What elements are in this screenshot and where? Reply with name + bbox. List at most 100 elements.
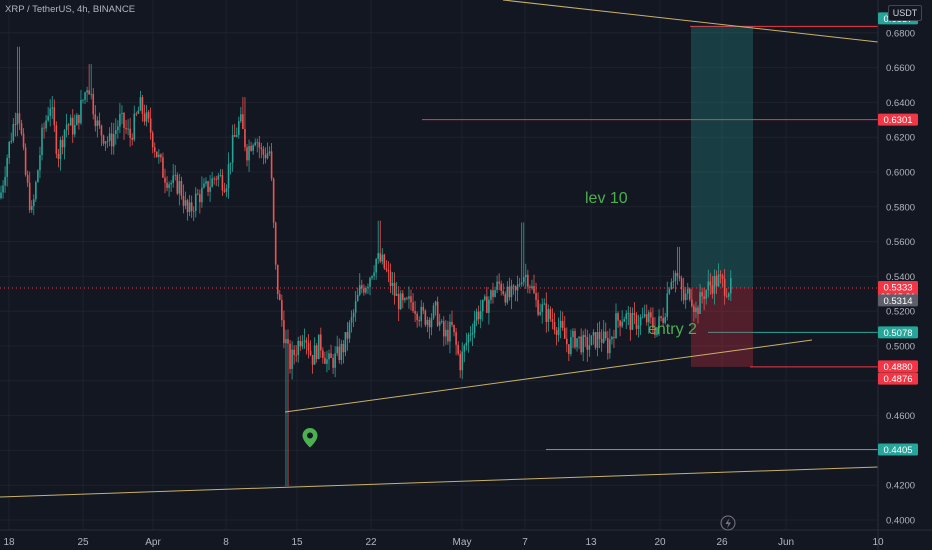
price-tag-value: 0.6301 <box>883 115 912 126</box>
candle-body <box>250 145 252 151</box>
candle-body <box>723 278 726 296</box>
time-axis[interactable]: 18 25 Apr 8 15 22 May 7 13 20 26 Jun 10 <box>0 529 932 548</box>
candle-body <box>342 343 345 353</box>
y-tick-label: 0.5000 <box>886 342 915 353</box>
candle-body <box>641 316 644 318</box>
candle-body <box>408 296 410 299</box>
candle-body <box>258 142 261 148</box>
candle-body <box>233 135 236 137</box>
candle-body <box>16 113 19 125</box>
candle-body <box>41 127 43 156</box>
candle-body <box>172 175 174 184</box>
candle-body <box>365 287 367 293</box>
candle-body <box>500 283 502 291</box>
candle-body <box>445 329 447 337</box>
annotation-lev-10[interactable]: lev 10 <box>585 190 628 207</box>
candle-body <box>123 112 125 129</box>
candle-body <box>420 306 423 322</box>
candle-body <box>0 192 2 199</box>
candle-body <box>402 293 404 301</box>
candle-body <box>188 202 191 213</box>
candle-body <box>227 164 230 189</box>
candle-body <box>10 140 13 142</box>
candle-body <box>381 254 384 262</box>
candle-body <box>600 339 603 343</box>
candle-body <box>627 312 630 314</box>
annotation-entry-2[interactable]: entry 2 <box>648 321 697 338</box>
candle-body <box>535 292 537 300</box>
candle-body <box>231 135 234 163</box>
candle-body <box>182 195 185 206</box>
chart-title: XRP / TetherUS, 4h, BINANCE <box>5 4 136 15</box>
price-tag <box>878 326 918 339</box>
candle-body <box>88 90 90 95</box>
candle-body <box>463 345 466 352</box>
candle-body <box>279 293 281 301</box>
candle-body <box>67 124 70 126</box>
candle-body <box>330 353 332 358</box>
candle-body <box>71 117 74 135</box>
candle-body <box>96 120 99 127</box>
candle-body <box>664 317 666 323</box>
candle-body <box>553 321 556 331</box>
x-tick-label: Jun <box>778 537 794 548</box>
candle-body <box>289 343 291 369</box>
candle-body <box>229 162 232 165</box>
candle-body <box>643 314 646 317</box>
candle-body <box>151 132 154 148</box>
candle-body <box>78 114 80 124</box>
candle-body <box>650 312 652 318</box>
candle-body <box>115 130 117 134</box>
lightning-icon[interactable] <box>720 515 736 531</box>
long-position-box[interactable] <box>691 26 753 367</box>
price-axis[interactable]: 0.40000.42000.44000.46000.48000.50000.52… <box>877 0 915 550</box>
candle-body <box>422 306 425 311</box>
x-tick-label: 18 <box>3 537 15 548</box>
candle-body <box>451 321 453 325</box>
candle-body <box>184 200 187 206</box>
candle-body <box>488 299 490 313</box>
candle-body <box>24 147 27 175</box>
candle-body <box>215 178 218 180</box>
candle-body <box>551 319 554 322</box>
candle-body <box>149 118 152 133</box>
candle-body <box>285 339 287 344</box>
candle-body <box>654 328 656 336</box>
candle-body <box>274 222 277 265</box>
candle-body <box>110 133 113 147</box>
candle-body <box>547 309 550 323</box>
candle-body <box>557 327 560 335</box>
candle-body <box>145 112 148 122</box>
x-tick-label: 25 <box>77 537 89 548</box>
candle-body <box>4 176 6 186</box>
y-tick-label: 0.4000 <box>886 516 915 527</box>
candle-body <box>545 303 548 323</box>
candle-body <box>701 292 703 297</box>
candle-body <box>22 133 25 148</box>
y-tick-label: 0.5200 <box>886 307 915 318</box>
candle-body <box>6 157 8 177</box>
candle-body <box>248 145 250 161</box>
candle-body <box>457 344 459 354</box>
location-pin-icon[interactable] <box>302 428 318 448</box>
candle-body <box>340 343 343 361</box>
candle-body <box>20 123 23 134</box>
currency-button[interactable]: USDT <box>888 5 922 21</box>
candle-body <box>607 337 609 354</box>
candle-body <box>514 286 517 291</box>
candle-body <box>2 185 4 193</box>
candle-body <box>18 113 21 124</box>
candle-body <box>367 286 369 288</box>
candle-body <box>486 296 488 313</box>
candle-body <box>356 294 359 302</box>
candle-body <box>576 338 578 348</box>
candle-body <box>8 141 10 158</box>
price-tag <box>878 113 918 126</box>
candle-body <box>393 283 396 296</box>
candle-body <box>170 183 172 185</box>
candle-body <box>586 336 589 350</box>
candle-body <box>240 114 242 122</box>
candle-body <box>578 336 580 339</box>
candle-body <box>244 128 246 148</box>
